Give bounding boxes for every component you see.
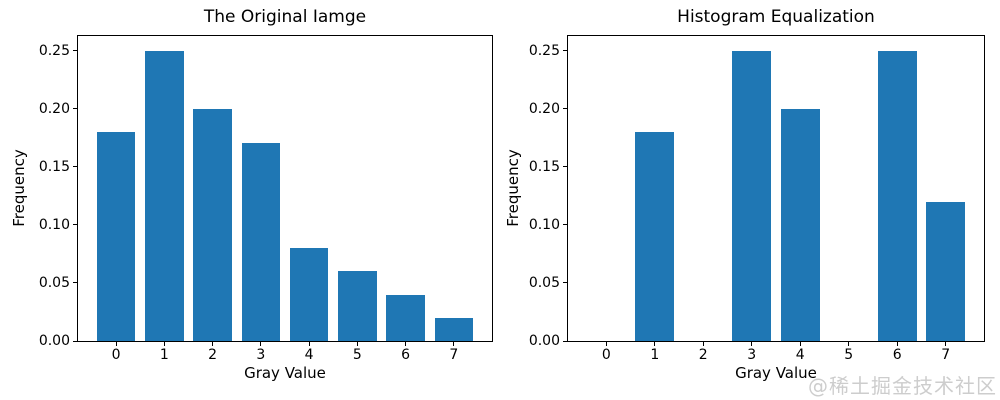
subplot-histogram-equalization: Histogram Equalization Frequency 0.00 0.0… (500, 0, 1000, 400)
x-tick-mark (945, 342, 947, 346)
x-tick-mark (115, 342, 117, 346)
x-tick-mark (654, 342, 656, 346)
x-tick-label: 3 (747, 347, 757, 363)
x-tick-label: 5 (844, 347, 854, 363)
bar-2 (193, 108, 232, 341)
x-tick-mark (356, 342, 358, 346)
x-axis-label: Gray Value (735, 364, 817, 382)
x-tick-mark (605, 342, 607, 346)
bar-4 (289, 248, 329, 341)
y-tick-mark (73, 108, 77, 110)
y-tick-label: 0.00 (528, 333, 560, 349)
bar-5 (338, 271, 377, 341)
x-axis-label: Gray Value (244, 364, 326, 382)
bar-7 (434, 317, 474, 341)
x-tick-mark (308, 342, 310, 346)
y-axis-label: Frequency (504, 149, 522, 227)
y-tick-label: 0.00 (38, 333, 70, 349)
x-tick-mark (212, 342, 214, 346)
y-tick-mark (73, 340, 77, 342)
x-tick-label: 7 (941, 347, 951, 363)
watermark: @稀土掘金技术社区 (808, 374, 997, 398)
x-tick-mark (405, 342, 407, 346)
bar-6 (386, 294, 425, 341)
x-tick-mark (163, 342, 165, 346)
x-tick-label: 4 (304, 347, 314, 363)
plot-area: 0.00 0.05 0.10 0.15 0.20 0.25 0 1 2 3 4 5 6 7 (529, 35, 985, 362)
y-tick-label: 0.05 (38, 274, 70, 291)
y-tick-label: 0.10 (38, 216, 70, 233)
y-tick-label: 0.05 (528, 274, 560, 291)
x-tick-label: 1 (650, 347, 660, 363)
chart-title: The Original Iamge (203, 7, 367, 27)
y-tick-label: 0.10 (528, 216, 560, 233)
subplot-original-image: The Original Iamge Frequency 0.00 0.05 0.1… (10, 7, 493, 382)
y-tick-mark (563, 340, 567, 342)
x-tick-mark (260, 342, 262, 346)
x-tick-label: 2 (698, 347, 708, 363)
y-tick-mark (563, 50, 567, 52)
bar-4 (780, 108, 820, 341)
y-tick-mark (73, 166, 77, 168)
y-tick-label: 0.20 (528, 100, 560, 117)
y-tick-label: 0.15 (38, 158, 70, 175)
y-tick-mark (563, 282, 567, 284)
y-tick-mark (563, 224, 567, 226)
x-tick-mark (799, 342, 801, 346)
y-tick-label: 0.15 (528, 158, 560, 175)
bar-7 (926, 201, 966, 341)
y-tick-label: 0.20 (38, 100, 70, 117)
bar-0 (96, 131, 136, 341)
y-axis-label: Frequency (10, 149, 28, 227)
y-tick-mark (563, 108, 567, 110)
y-tick-label: 0.25 (528, 42, 560, 59)
x-tick-mark (751, 342, 753, 346)
y-tick-mark (563, 166, 567, 168)
bar-1 (635, 131, 675, 341)
x-tick-label: 3 (256, 347, 266, 363)
x-tick-label: 0 (111, 347, 121, 363)
x-tick-label: 7 (449, 347, 459, 363)
bar-3 (732, 50, 772, 341)
bar-3 (241, 143, 281, 341)
x-tick-mark (453, 342, 455, 346)
plot-area: 0.00 0.05 0.10 0.15 0.20 0.25 0 1 2 3 4 5 6 7 (39, 35, 493, 362)
chart-title: Histogram Equalization (677, 7, 875, 27)
y-tick-label: 0.25 (38, 42, 70, 59)
y-tick-mark (73, 282, 77, 284)
x-tick-label: 2 (208, 347, 218, 363)
bar-6 (877, 50, 917, 341)
x-tick-mark (702, 342, 704, 346)
y-tick-mark (73, 50, 77, 52)
x-tick-label: 6 (401, 347, 411, 363)
x-tick-label: 5 (352, 347, 362, 363)
x-tick-mark (896, 342, 898, 346)
x-tick-label: 1 (159, 347, 169, 363)
x-tick-label: 6 (892, 347, 902, 363)
bar-1 (145, 50, 184, 341)
x-tick-label: 0 (601, 347, 611, 363)
x-tick-mark (848, 342, 850, 346)
x-tick-label: 4 (795, 347, 805, 363)
y-tick-mark (73, 224, 77, 226)
